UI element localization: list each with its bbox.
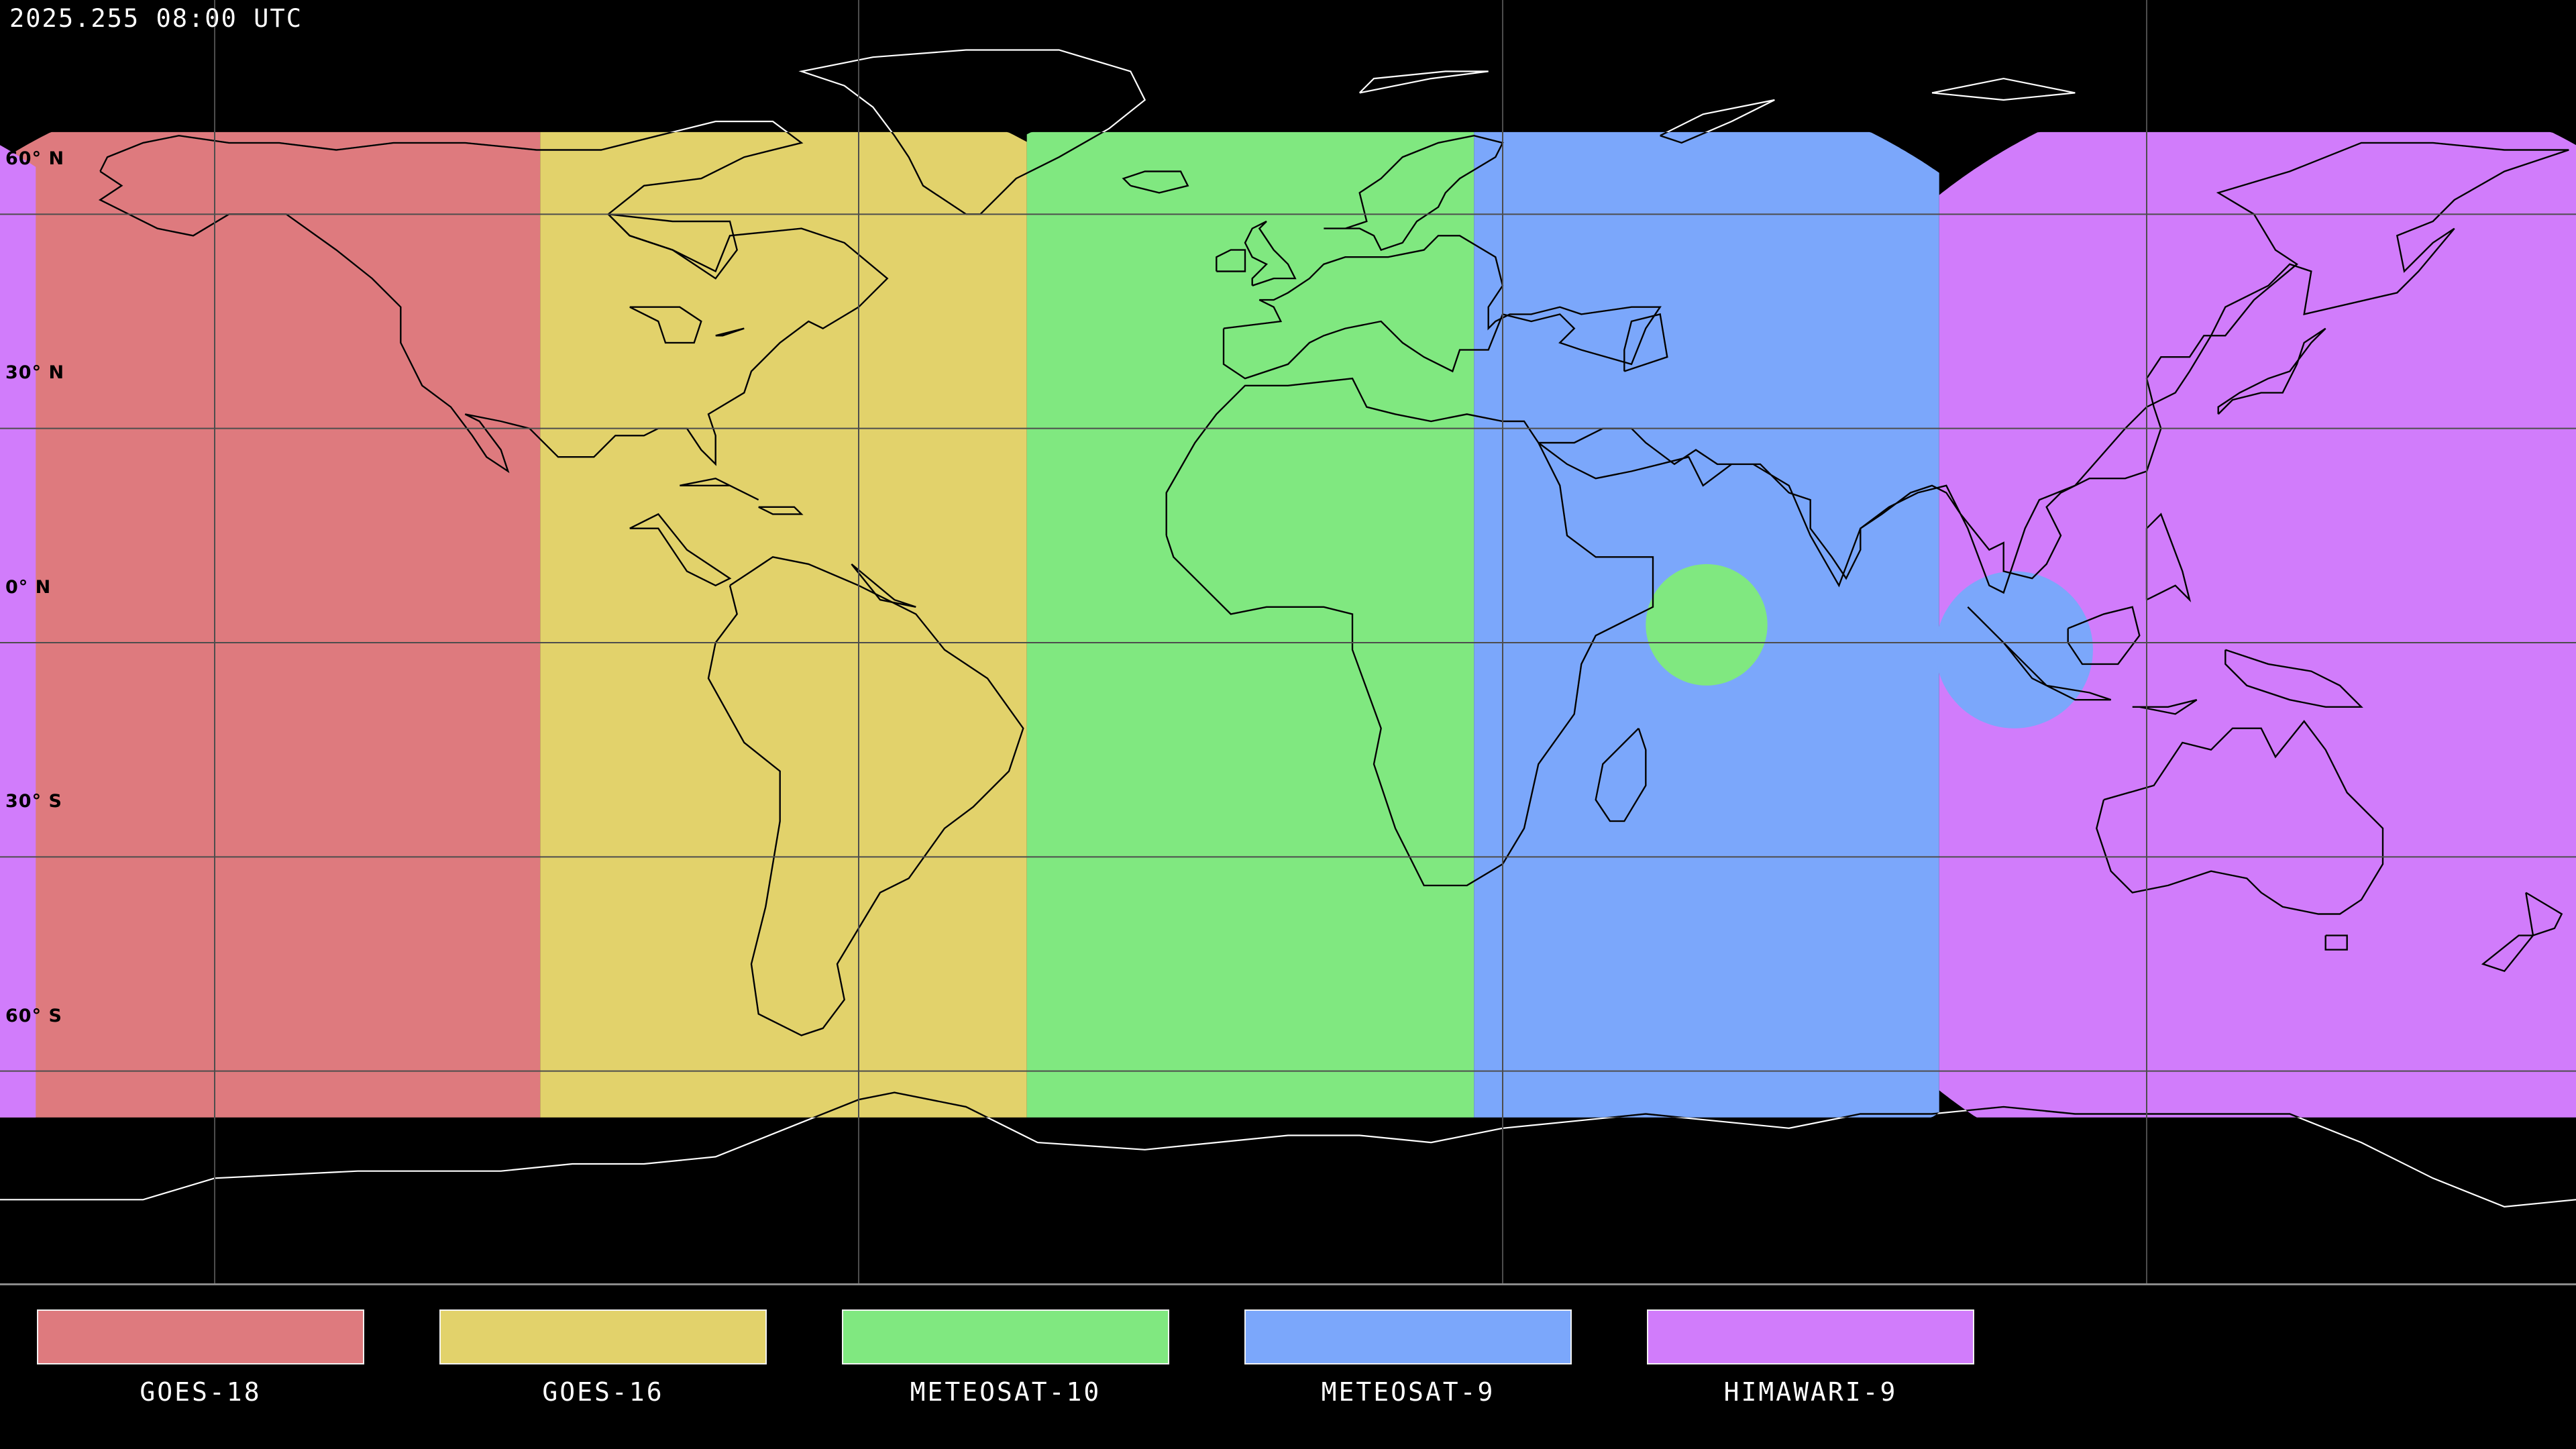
graticule	[0, 0, 2576, 1283]
legend-item-himawari-9[interactable]: HIMAWARI-9	[1647, 1285, 1977, 1449]
legend-label-meteosat-10: METEOSAT-10	[910, 1377, 1102, 1407]
lat-label-60n: 60° N	[5, 148, 65, 169]
lat-label-30n: 30° N	[5, 362, 65, 383]
legend-swatch-meteosat-10	[842, 1309, 1169, 1364]
coverage-regions	[0, 131, 2576, 1118]
legend: GOES-18 GOES-16 METEOSAT-10 METEOSAT-9 H…	[0, 1285, 2576, 1449]
legend-swatch-goes-16	[439, 1309, 767, 1364]
legend-swatch-meteosat-9	[1244, 1309, 1572, 1364]
legend-swatch-goes-18	[37, 1309, 364, 1364]
legend-item-meteosat-9[interactable]: METEOSAT-9	[1244, 1285, 1574, 1449]
timestamp-label: 2025.255 08:00 UTC	[9, 4, 303, 33]
map-canvas	[0, 0, 2576, 1283]
legend-item-meteosat-10[interactable]: METEOSAT-10	[842, 1285, 1172, 1449]
lat-label-0: 0° N	[5, 577, 52, 598]
coverage-map[interactable]: 2025.255 08:00 UTC 60° N 30° N 0° N 30° …	[0, 0, 2576, 1285]
legend-label-goes-16: GOES-16	[542, 1377, 664, 1407]
lat-label-30s: 30° S	[5, 791, 62, 812]
coastlines-inside-coverage	[0, 131, 2576, 1118]
legend-label-himawari-9: HIMAWARI-9	[1723, 1377, 1898, 1407]
legend-label-goes-18: GOES-18	[140, 1377, 262, 1407]
legend-item-goes-16[interactable]: GOES-16	[439, 1285, 769, 1449]
lat-label-60s: 60° S	[5, 1006, 62, 1026]
legend-label-meteosat-9: METEOSAT-9	[1321, 1377, 1495, 1407]
legend-swatch-himawari-9	[1647, 1309, 1974, 1364]
legend-item-goes-18[interactable]: GOES-18	[37, 1285, 367, 1449]
